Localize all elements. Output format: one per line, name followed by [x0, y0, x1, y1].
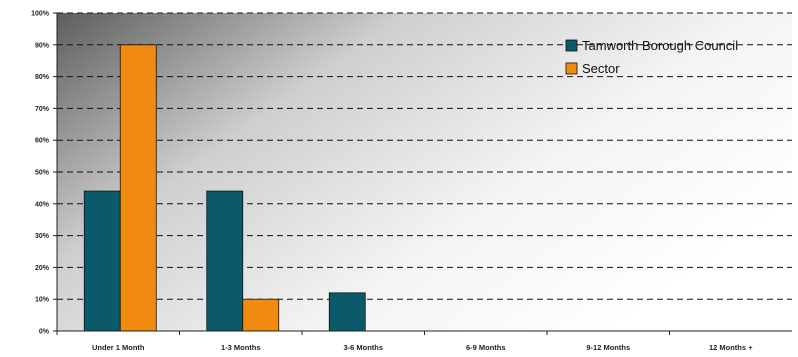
- y-tick-label: 20%: [35, 265, 50, 272]
- y-tick-label: 80%: [35, 74, 50, 81]
- x-tick-label: 1-3 Months: [221, 343, 261, 352]
- x-tick-label: 9-12 Months: [586, 343, 630, 352]
- y-tick-label: 50%: [35, 170, 50, 177]
- x-tick-label: 6-9 Months: [466, 343, 506, 352]
- bar-tamworth: [328, 292, 366, 332]
- x-tick-labels: Under 1 Month 1-3 Months 3-6 Months 6-9 Mon…: [56, 331, 753, 352]
- bar-sector: [119, 44, 157, 332]
- y-tick-label: 90%: [35, 42, 50, 49]
- bar-tamworth: [206, 190, 244, 332]
- y-tick-label: 70%: [35, 106, 50, 113]
- bar-tamworth: [83, 190, 121, 332]
- y-tick-label: 30%: [35, 233, 50, 240]
- y-tick-label: 60%: [35, 138, 50, 145]
- x-tick-label: 3-6 Months: [343, 343, 383, 352]
- bars: [83, 44, 366, 332]
- y-tick-label: 10%: [35, 297, 50, 304]
- y-tick-label: 0%: [39, 329, 50, 336]
- legend-swatch-sector: [565, 62, 578, 75]
- y-tick-label: 100%: [31, 11, 50, 18]
- bar-sector: [242, 298, 280, 332]
- legend-swatch-tamworth: [565, 39, 578, 52]
- x-tick-label: 12 Months +: [709, 343, 753, 352]
- gridlines: [57, 12, 792, 300]
- legend-label-sector: Sector: [582, 61, 620, 76]
- legend-label-tamworth: Tamworth Borough Council: [582, 38, 738, 53]
- legend: Tamworth Borough Council Sector: [565, 38, 738, 76]
- x-tick-label: Under 1 Month: [92, 343, 145, 352]
- y-tick-labels: 0% 10% 20% 30% 40% 50% 60% 70% 80% 90% 100%: [31, 11, 57, 336]
- y-tick-label: 40%: [35, 201, 50, 208]
